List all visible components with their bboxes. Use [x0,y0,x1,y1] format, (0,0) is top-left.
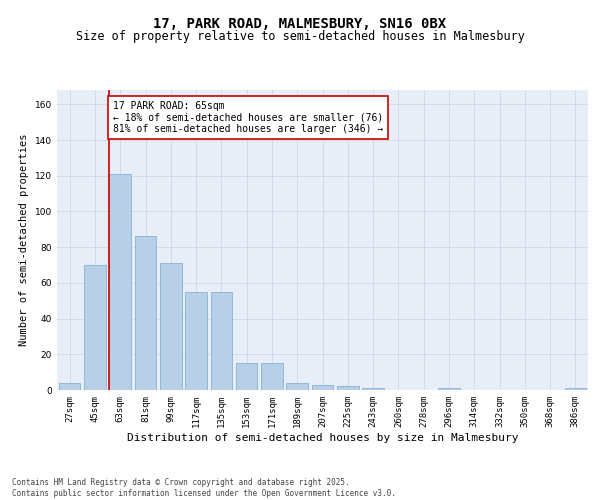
Bar [438,388,460,390]
Bar [211,292,232,390]
Text: 17 PARK ROAD: 65sqm
← 18% of semi-detached houses are smaller (76)
81% of semi-d: 17 PARK ROAD: 65sqm ← 18% of semi-detach… [113,100,383,134]
Text: Contains HM Land Registry data © Crown copyright and database right 2025.
Contai: Contains HM Land Registry data © Crown c… [12,478,396,498]
Bar [362,388,384,390]
Bar [135,236,156,390]
Bar [109,174,131,390]
Bar [286,383,308,390]
Bar [236,363,257,390]
Bar [337,386,359,390]
X-axis label: Distribution of semi-detached houses by size in Malmesbury: Distribution of semi-detached houses by … [127,432,518,442]
Bar [185,292,207,390]
Y-axis label: Number of semi-detached properties: Number of semi-detached properties [19,134,29,346]
Bar [84,265,106,390]
Text: 17, PARK ROAD, MALMESBURY, SN16 0BX: 17, PARK ROAD, MALMESBURY, SN16 0BX [154,18,446,32]
Bar [59,383,80,390]
Text: Size of property relative to semi-detached houses in Malmesbury: Size of property relative to semi-detach… [76,30,524,43]
Bar [565,388,586,390]
Bar [261,363,283,390]
Bar [160,263,182,390]
Bar [312,384,333,390]
